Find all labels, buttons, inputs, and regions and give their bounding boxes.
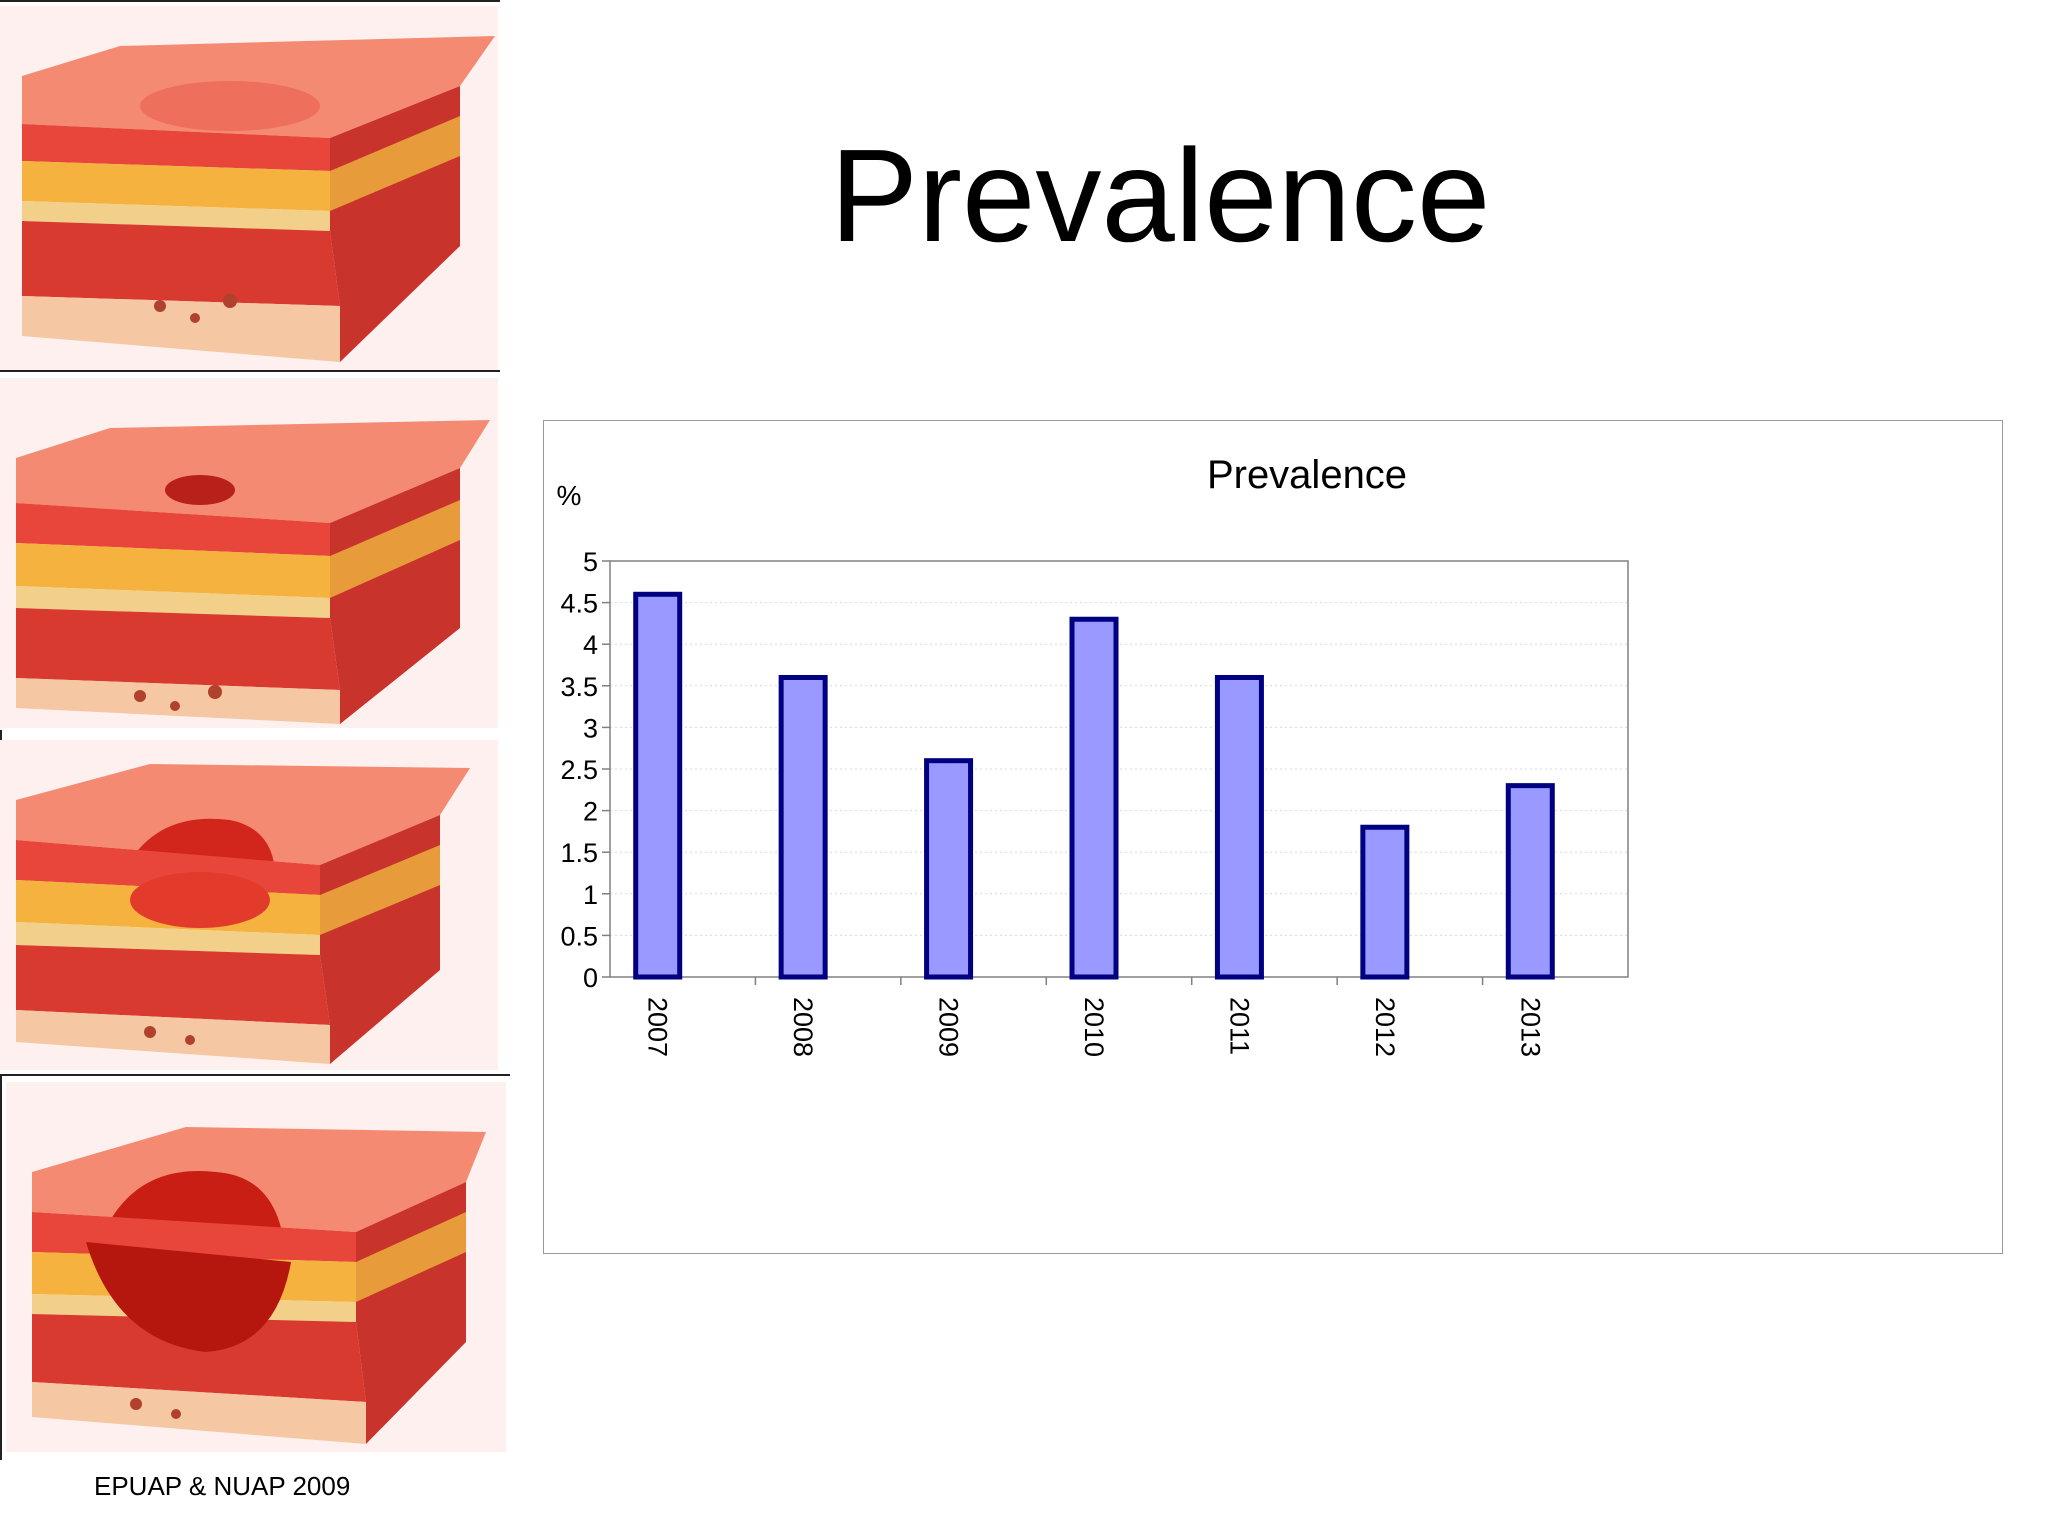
source-credit: EPUAP & NUAP 2009 — [94, 1471, 351, 1501]
illustration-column — [0, 0, 510, 1460]
bar-2009 — [924, 758, 974, 980]
x-tick-label: 2010 — [1079, 997, 1109, 1057]
prevalence-chart: Prevalence % 0 0.5 1 1.5 2 2.5 3 3.5 4 4.5 5 2007 2… — [543, 420, 2003, 1254]
y-tick-label: 5 — [583, 547, 598, 577]
gridlines — [610, 602, 1628, 936]
y-tick-label: 3.5 — [560, 672, 598, 702]
bar-2011 — [1214, 674, 1264, 980]
stage-2-illustration — [0, 378, 498, 728]
x-tick-label: 2009 — [934, 997, 964, 1057]
y-tick-label: 0 — [583, 963, 598, 993]
y-tick-label: 1.5 — [560, 838, 598, 868]
divider-3 — [0, 1074, 510, 1076]
divider-4-left — [0, 1076, 2, 1460]
stage-4-illustration — [6, 1082, 506, 1452]
y-axis-ticks: 0 0.5 1 1.5 2 2.5 3 3.5 4 4.5 5 — [560, 547, 610, 993]
x-tick-label: 2011 — [1224, 997, 1254, 1055]
slide-title: Prevalence — [830, 122, 1491, 269]
y-tick-label: 2.5 — [560, 755, 598, 785]
stage-1-illustration — [0, 6, 498, 370]
y-tick-label: 0.5 — [560, 921, 598, 951]
x-tick-label: 2013 — [1515, 997, 1545, 1057]
chart-canvas: Prevalence % 00.511.522.533.544.55 2007 2… — [557, 453, 1629, 1057]
y-axis-unit-label: % — [557, 480, 582, 511]
x-tick-label: 2008 — [788, 997, 818, 1057]
bar-2007 — [633, 591, 683, 980]
divider-1 — [0, 370, 500, 372]
bar-2012 — [1360, 824, 1410, 980]
x-tick-label: 2012 — [1370, 997, 1400, 1057]
y-tick-label: 2 — [583, 797, 598, 827]
y-tick-label: 4.5 — [560, 589, 598, 619]
y-tick-label: 1 — [583, 880, 598, 910]
bar-2008 — [778, 674, 828, 980]
y-tick-label: 3 — [583, 713, 598, 743]
x-tick-label: 2007 — [643, 997, 673, 1057]
stage-3-illustration — [0, 740, 498, 1070]
x-axis-ticks: 2007 2008 2009 2010 2011 2012 2013 — [643, 977, 1545, 1057]
chart-title: Prevalence — [1207, 453, 1407, 497]
bar-series — [633, 591, 1555, 980]
bar-2013 — [1505, 783, 1555, 980]
y-tick-label: 4 — [583, 630, 598, 660]
bar-2010 — [1069, 616, 1119, 980]
top-divider — [0, 0, 500, 2]
